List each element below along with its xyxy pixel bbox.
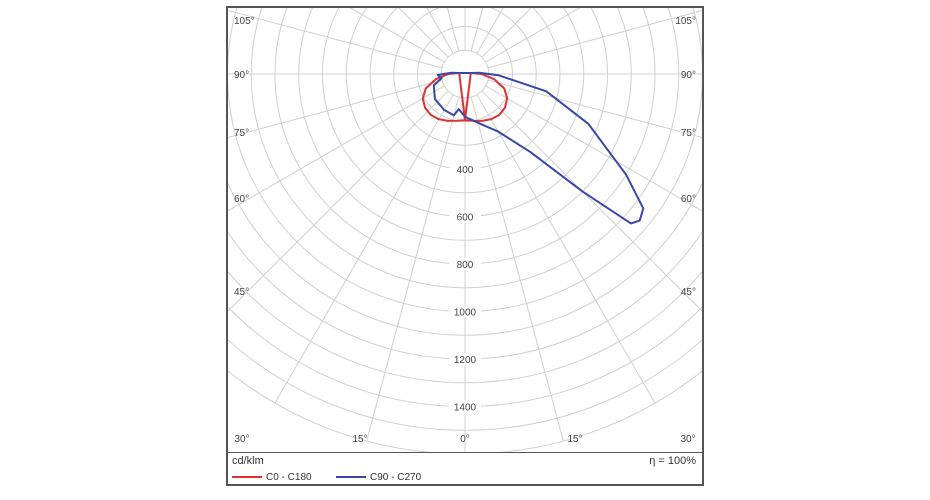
grid-spoke [349, 8, 445, 63]
curve-c90-c270 [432, 71, 645, 225]
luminous-intensity-curves [421, 71, 645, 225]
angle-label-right: 105° [675, 16, 696, 27]
angle-label-right: 90° [681, 70, 696, 81]
grid-spoke [228, 90, 449, 312]
grid-spoke [481, 8, 532, 58]
angle-label-bottom: 30° [680, 434, 695, 445]
radial-tick-label: 800 [457, 260, 474, 271]
grid-spoke [470, 96, 564, 442]
angle-label-right: 75° [681, 128, 696, 139]
axis-labels: 400 600 800 1000 1200 1400 105° 90° 75° 60° 45° 105… [234, 16, 696, 445]
angle-label-left: 45° [234, 287, 249, 298]
legend-swatch-blue [336, 476, 366, 478]
tick-label-bg [449, 210, 481, 223]
radial-tick-label: 400 [457, 165, 474, 176]
tick-label-bg [449, 305, 481, 318]
angle-label-left: 60° [234, 194, 249, 205]
legend-label: C0 - C180 [266, 471, 312, 483]
grid-spoke [487, 9, 702, 69]
unit-label: cd/klm [232, 455, 264, 467]
grid-spoke [481, 90, 702, 312]
radial-tick-label: 1000 [454, 308, 477, 319]
tick-label-bg [449, 258, 481, 270]
radial-tick-label: 1200 [454, 355, 477, 366]
grid-spoke [398, 8, 449, 58]
angle-label-bottom: 30° [234, 434, 249, 445]
grid-spoke [476, 94, 656, 404]
angle-label-bottom: 0° [460, 434, 470, 445]
grid-spoke [228, 9, 443, 69]
grid-spoke [446, 8, 460, 52]
angle-label-left: 90° [234, 70, 249, 81]
polar-chart-frame: 400 600 800 1000 1200 1400 105° 90° 75° 60° 45° 105… [226, 6, 704, 486]
grid-spoke [485, 8, 581, 63]
grid-spoke [470, 8, 484, 52]
grid-spoke [228, 79, 443, 139]
grid-spoke [228, 85, 445, 212]
angle-label-bottom: 15° [567, 434, 582, 445]
legend-swatch-red [232, 476, 262, 478]
grid-spoke [485, 85, 702, 212]
curve-c0-c180 [421, 72, 509, 122]
angle-label-left: 75° [234, 128, 249, 139]
tick-label-bg [449, 353, 481, 365]
radial-tick-label: 600 [457, 213, 474, 224]
grid-spoke [487, 79, 702, 139]
angle-label-right: 45° [681, 287, 696, 298]
legend-item-c0-c180: C0 - C180 [232, 471, 312, 483]
tick-label-bg [449, 163, 481, 175]
tick-label-bg [449, 400, 481, 413]
angle-label-right: 60° [681, 194, 696, 205]
legend-item-c90-c270: C90 - C270 [336, 471, 421, 483]
legend: cd/klm η = 100% C0 - C180 C90 - C270 [226, 452, 704, 486]
polar-chart: 400 600 800 1000 1200 1400 105° 90° 75° 60° 45° 105… [228, 8, 702, 452]
polar-grid [228, 8, 702, 452]
radial-tick-label: 1400 [454, 403, 477, 414]
angle-label-bottom: 15° [352, 434, 367, 445]
legend-label: C90 - C270 [370, 471, 422, 483]
grid-spoke [274, 94, 454, 404]
efficiency-label: η = 100% [649, 455, 696, 467]
angle-label-left: 105° [234, 16, 255, 27]
grid-spoke [366, 96, 460, 442]
